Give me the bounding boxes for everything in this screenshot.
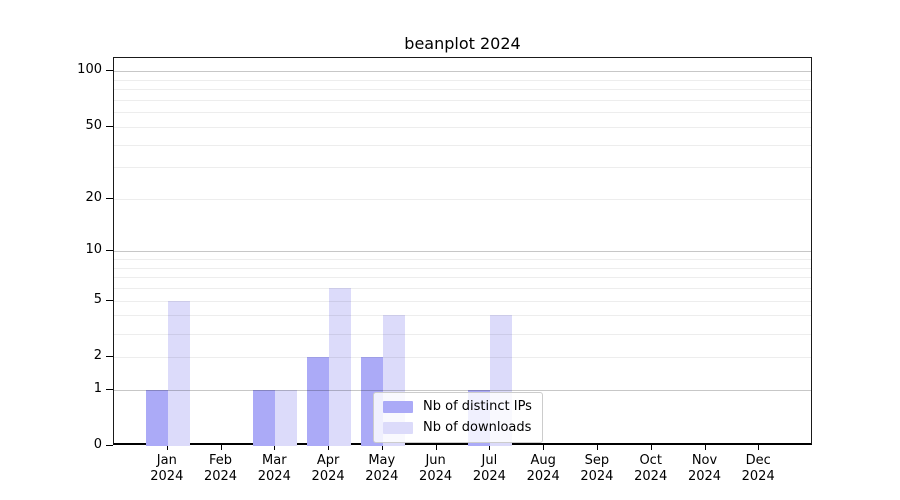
y-tick-mark: [106, 126, 113, 127]
x-tick-mark: [435, 445, 437, 450]
bar-jan-downloads: [167, 300, 190, 446]
y-tick-mark: [106, 250, 113, 251]
gridline-minor: [114, 277, 811, 279]
gridline-minor: [114, 79, 811, 81]
chart-title: beanplot 2024: [404, 34, 521, 53]
legend-swatch-icon: [383, 401, 413, 413]
legend-label: Nb of distinct IPs: [423, 399, 532, 414]
x-tick-label-nov: Nov 2024: [687, 453, 722, 484]
y-tick-mark: [106, 198, 113, 199]
bar-mar-downloads: [275, 389, 298, 446]
legend-label: Nb of downloads: [423, 420, 532, 435]
x-tick-label-feb: Feb 2024: [203, 453, 238, 484]
x-tick-label-aug: Aug 2024: [526, 453, 560, 484]
x-tick-mark: [543, 445, 545, 450]
x-tick-mark: [381, 445, 383, 450]
gridline-minor: [114, 99, 811, 101]
y-tick-mark: [106, 300, 113, 301]
x-tick-mark: [596, 445, 598, 450]
x-tick-mark: [650, 445, 652, 450]
gridline-minor: [114, 267, 811, 269]
legend-entry-distinct-ips: Nb of distinct IPs: [383, 399, 533, 415]
legend-swatch-icon: [383, 422, 413, 434]
y-tick-label: 10: [85, 242, 102, 258]
gridline-major: [114, 251, 811, 253]
gridline-minor: [114, 315, 811, 317]
x-tick-mark: [704, 445, 706, 450]
gridline-minor: [114, 333, 811, 335]
bar-apr-distinct-ips: [307, 356, 330, 446]
gridline-major: [114, 71, 811, 73]
legend: Nb of distinct IPs Nb of downloads: [373, 392, 543, 443]
y-tick-mark: [106, 389, 113, 390]
gridline-minor: [114, 126, 811, 128]
y-tick-label: 20: [85, 189, 102, 205]
gridline-major: [114, 389, 811, 391]
x-tick-label-oct: Oct 2024: [634, 453, 668, 484]
gridline-minor: [114, 144, 811, 146]
x-tick-label-apr: Apr 2024: [311, 453, 345, 484]
y-tick-label: 1: [93, 380, 102, 396]
x-tick-mark: [489, 445, 491, 450]
legend-entry-downloads: Nb of downloads: [383, 420, 533, 436]
x-tick-label-jun: Jun 2024: [419, 453, 453, 484]
x-tick-label-may: May 2024: [365, 453, 399, 484]
gridline-minor: [114, 198, 811, 200]
gridline-minor: [114, 259, 811, 261]
x-tick-mark: [166, 445, 168, 450]
gridline-minor: [114, 300, 811, 302]
bar-jan-distinct-ips: [145, 389, 168, 446]
x-tick-mark: [274, 445, 276, 450]
x-tick-mark: [328, 445, 330, 450]
y-tick-mark: [106, 445, 113, 446]
gridline-minor: [114, 89, 811, 91]
y-tick-label: 5: [93, 291, 102, 307]
x-tick-label-dec: Dec 2024: [741, 453, 775, 484]
bar-mar-distinct-ips: [253, 389, 276, 446]
y-tick-mark: [106, 356, 113, 357]
y-tick-label: 0: [93, 437, 102, 452]
gridline-minor: [114, 356, 811, 358]
y-tick-label: 50: [85, 117, 102, 133]
x-tick-label-jan: Jan 2024: [150, 453, 184, 484]
x-tick-label-sep: Sep 2024: [580, 453, 614, 484]
gridline-minor: [114, 112, 811, 114]
gridline-minor: [114, 288, 811, 289]
x-tick-mark: [220, 445, 222, 450]
x-tick-label-mar: Mar 2024: [257, 453, 291, 484]
bar-apr-downloads: [329, 288, 352, 446]
x-tick-mark: [758, 445, 760, 450]
y-tick-mark: [106, 70, 113, 71]
y-tick-label: 100: [77, 62, 102, 78]
y-tick-label: 2: [93, 347, 102, 363]
plot-area: [113, 57, 812, 446]
gridline-minor: [114, 167, 811, 169]
x-tick-label-jul: Jul 2024: [472, 453, 506, 484]
